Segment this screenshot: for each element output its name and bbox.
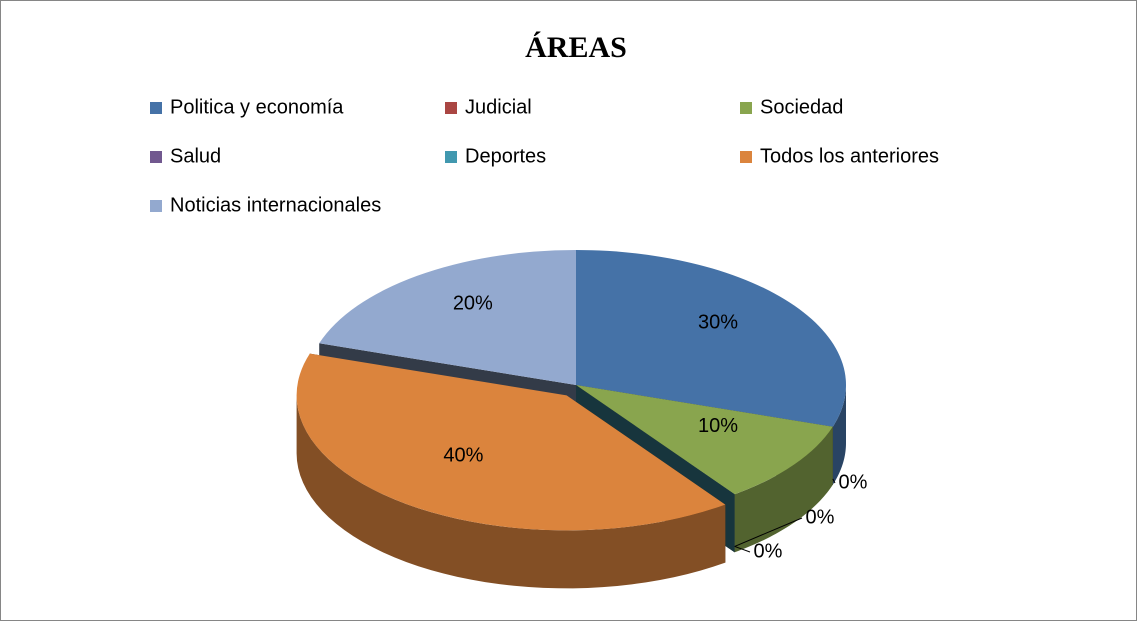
slice-side: [296, 395, 726, 589]
legend-swatch: [150, 151, 162, 163]
legend-swatch: [445, 102, 457, 114]
legend-label: Salud: [170, 145, 221, 167]
slice: [576, 250, 846, 427]
legend-label: Deportes: [465, 145, 546, 167]
slice: [319, 250, 576, 385]
leader-line: [734, 545, 751, 553]
data-label: 10%: [698, 415, 738, 437]
data-label: 0%: [754, 540, 783, 562]
legend-swatch: [740, 102, 752, 114]
legend-swatch: [740, 151, 752, 163]
legend-label: Todos los anteriores: [760, 145, 939, 167]
leader-line: [734, 517, 803, 547]
legend-swatch: [150, 102, 162, 114]
legend-label: Judicial: [465, 96, 532, 118]
legend-label: Sociedad: [760, 96, 843, 118]
legend-label: Politica y economía: [170, 96, 344, 118]
chart-title: ÁREAS: [525, 31, 627, 64]
legend-swatch: [150, 200, 162, 212]
data-label: 30%: [698, 312, 738, 334]
legend-swatch: [445, 151, 457, 163]
data-label: 40%: [443, 445, 483, 467]
legend-label: Noticias internacionales: [170, 194, 381, 216]
data-label: 0%: [839, 471, 868, 493]
slice: [576, 385, 833, 495]
data-label: 0%: [806, 506, 835, 528]
slice: [296, 353, 726, 531]
slice-side: [734, 426, 833, 553]
slice-side: [832, 385, 846, 485]
leader-line: [832, 478, 836, 484]
data-label: 20%: [453, 292, 493, 314]
